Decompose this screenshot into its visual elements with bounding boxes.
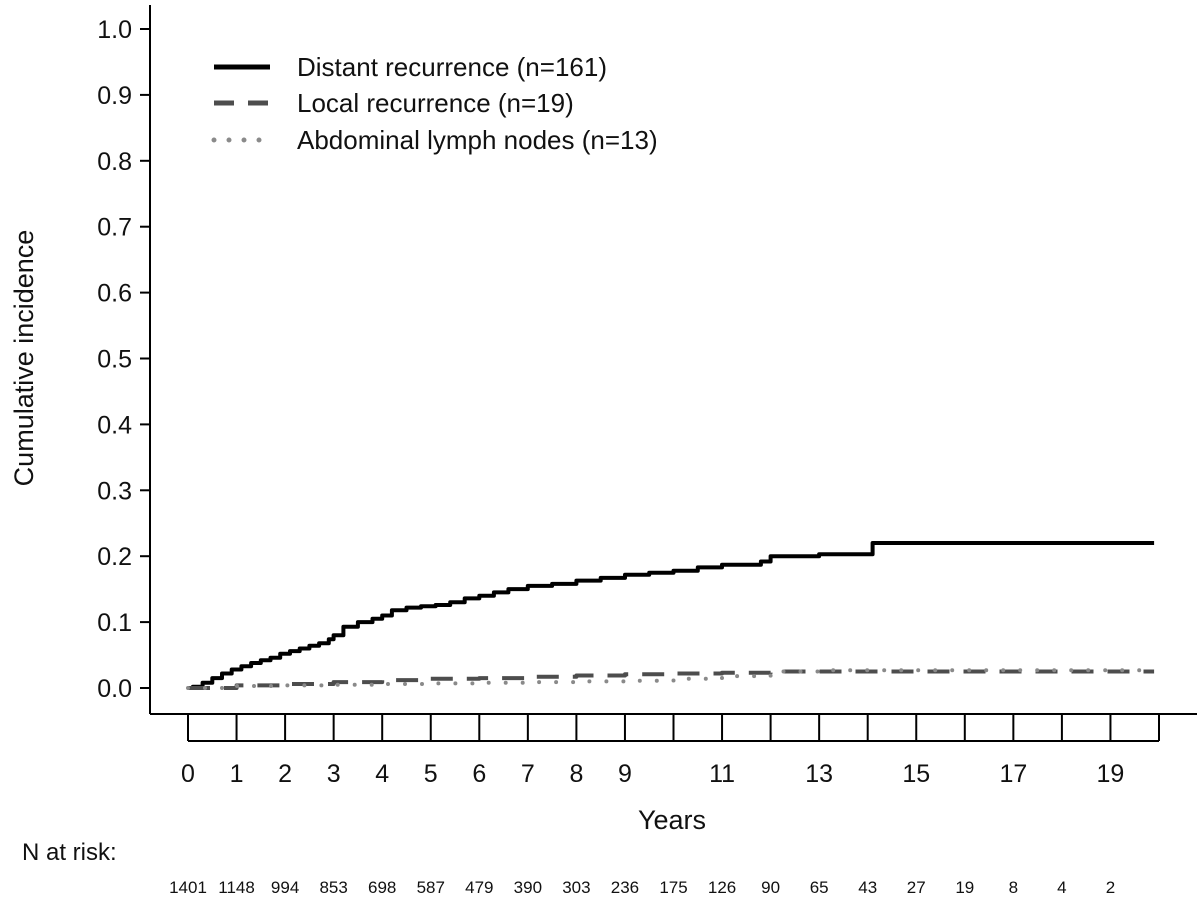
x-tick-label: 4 xyxy=(375,760,389,788)
y-tick-label: 0.6 xyxy=(97,280,132,308)
x-tick-label: 11 xyxy=(709,760,735,788)
risk-count: 43 xyxy=(858,878,877,897)
risk-count: 479 xyxy=(465,878,493,897)
risk-count: 390 xyxy=(514,878,542,897)
series-line-1 xyxy=(188,541,1155,690)
legend-label-1: Distant recurrence (n=161) xyxy=(297,52,607,82)
risk-count: 175 xyxy=(659,878,687,897)
x-tick-label: 8 xyxy=(569,760,583,788)
risk-table-row: 1401 1148 994 853 698 587 479 390 303 236 175 126 90… xyxy=(169,878,1115,897)
risk-count: 994 xyxy=(271,878,299,897)
risk-count: 8 xyxy=(1009,878,1018,897)
x-tick-label: 17 xyxy=(999,760,1027,788)
x-axis-title: Years xyxy=(638,805,706,835)
x-tick-label: 2 xyxy=(278,760,292,788)
series-layer xyxy=(186,541,1157,690)
risk-count: 853 xyxy=(319,878,347,897)
x-tick-label: 3 xyxy=(327,760,341,788)
risk-count: 90 xyxy=(761,878,780,897)
legend-label-2: Local recurrence (n=19) xyxy=(297,88,574,118)
y-tick-label: 0.5 xyxy=(97,346,132,374)
y-axis-title: Cumulative incidence xyxy=(9,230,39,487)
y-tick-label: 0.3 xyxy=(97,477,132,505)
x-tick-label: 15 xyxy=(902,760,930,788)
axes: 0.0 0.1 0.2 0.3 0.4 0.5 0.6 0.7 0.8 0.9 1.0 0 1 2 3 4 5 6… xyxy=(97,5,1197,788)
risk-count: 303 xyxy=(562,878,590,897)
y-tick-label: 0.9 xyxy=(97,82,132,110)
legend: Distant recurrence (n=161) Local recurren… xyxy=(211,52,658,155)
x-tick-label: 7 xyxy=(521,760,535,788)
risk-count: 65 xyxy=(810,878,829,897)
risk-count: 1148 xyxy=(218,878,255,897)
y-tick-label: 0.8 xyxy=(97,148,132,176)
risk-count: 27 xyxy=(907,878,926,897)
x-tick-label: 13 xyxy=(805,760,833,788)
risk-count: 698 xyxy=(368,878,396,897)
y-tick-label: 0.7 xyxy=(97,214,132,242)
series-line-2 xyxy=(188,669,1155,690)
risk-count: 19 xyxy=(955,878,974,897)
y-tick-label: 0.2 xyxy=(97,543,132,571)
risk-count: 2 xyxy=(1106,878,1115,897)
legend-label-3: Abdominal lymph nodes (n=13) xyxy=(297,125,658,155)
risk-table-title: N at risk: xyxy=(22,839,117,866)
risk-count: 1401 xyxy=(169,878,207,897)
risk-count: 4 xyxy=(1057,878,1066,897)
risk-count: 587 xyxy=(417,878,445,897)
x-tick-label: 19 xyxy=(1097,760,1125,788)
y-tick-label: 0.4 xyxy=(97,411,132,439)
y-tick-label: 1.0 xyxy=(97,16,132,44)
y-tick-label: 0.1 xyxy=(97,609,132,637)
x-tick-label: 5 xyxy=(424,760,438,788)
y-tick-label: 0.0 xyxy=(97,675,132,703)
x-tick-label: 0 xyxy=(181,760,195,788)
x-tick-label: 6 xyxy=(472,760,486,788)
risk-count: 126 xyxy=(708,878,736,897)
x-tick-label: 1 xyxy=(230,760,244,788)
risk-count: 236 xyxy=(611,878,639,897)
x-tick-label: 9 xyxy=(618,760,632,788)
